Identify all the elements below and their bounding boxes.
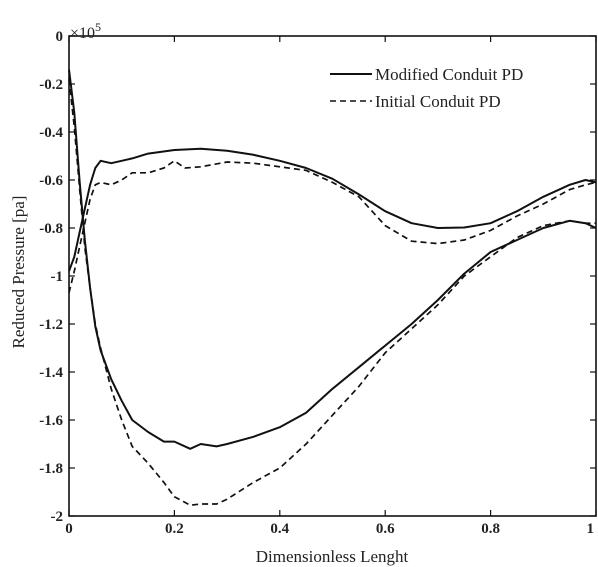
- legend: Modified Conduit PD Initial Conduit PD: [330, 65, 523, 111]
- y-tick-label: 0: [56, 29, 64, 45]
- ticks: [68, 35, 597, 517]
- y-tick-label: -0.6: [39, 173, 63, 189]
- y-tick-label: -1: [51, 269, 64, 285]
- y-axis-exponent-base: ×10: [70, 25, 95, 42]
- x-tick-label: 0.4: [270, 521, 289, 537]
- series-line-modified-1: [68, 147, 597, 272]
- y-tick-label: -0.2: [39, 77, 63, 93]
- y-tick-label: -1.4: [39, 365, 63, 381]
- plot-area: [68, 69, 597, 507]
- x-tick-label: 0.8: [481, 521, 500, 537]
- y-axis-exponent-power: 5: [95, 20, 101, 34]
- y-axis-exponent: ×105: [70, 20, 101, 42]
- legend-label-modified: Modified Conduit PD: [375, 65, 523, 84]
- series-line-modified-2: [68, 69, 597, 450]
- x-tick-label: 0: [65, 521, 73, 537]
- legend-label-initial: Initial Conduit PD: [375, 92, 501, 111]
- series-line-initial-1: [68, 159, 597, 294]
- x-tick-label: 1: [587, 521, 595, 537]
- y-axis-label: Reduced Pressure [pa]: [9, 196, 28, 349]
- y-tick-label: -1.8: [39, 461, 63, 477]
- axes-box: [68, 35, 597, 517]
- x-axis-label: Dimensionless Lenght: [256, 547, 409, 566]
- y-tick-label: -2: [51, 509, 64, 525]
- x-tick-label: 0.2: [165, 521, 184, 537]
- y-tick-labels: 0 -0.2 -0.4 -0.6 -0.8 -1 -1.2 -1.4 -1.6 -1.8 -2: [39, 29, 63, 525]
- y-tick-label: -0.8: [39, 221, 63, 237]
- x-tick-labels: 0 0.2 0.4 0.6 0.8 1: [65, 521, 594, 537]
- y-tick-label: -1.2: [39, 317, 63, 333]
- x-tick-label: 0.6: [376, 521, 395, 537]
- y-tick-label: -1.6: [39, 413, 63, 429]
- series-line-initial-2: [68, 79, 596, 507]
- y-tick-label: -0.4: [39, 125, 63, 141]
